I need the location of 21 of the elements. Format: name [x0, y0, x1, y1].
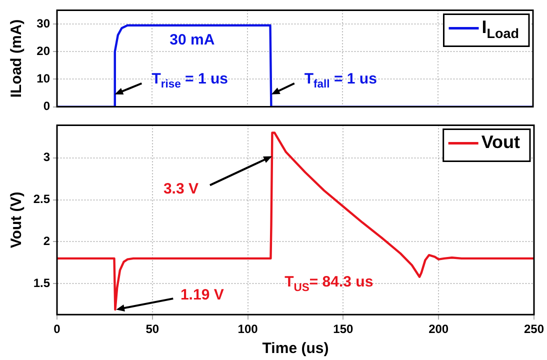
y-tick-label: 2.5 — [33, 192, 50, 206]
y-axis-title: ILoad (mA) — [8, 19, 26, 98]
y-tick-label: 1.5 — [33, 276, 50, 290]
y-tick-label: 20 — [36, 44, 50, 58]
y-tick-label: 10 — [36, 72, 50, 86]
y-tick-label: 2 — [43, 234, 50, 248]
x-tick-label: 200 — [428, 322, 449, 336]
x-axis-title: Time (us) — [262, 340, 329, 358]
annotation: 1.19 V — [180, 286, 224, 304]
legend-label: Vout — [481, 132, 520, 152]
x-tick-label: 250 — [524, 322, 544, 336]
x-tick-label: 100 — [238, 322, 258, 336]
annotation: 3.3 V — [163, 180, 198, 198]
y-axis-title: Vout (V) — [8, 192, 26, 248]
y-tick-label: 3 — [43, 150, 50, 164]
x-tick-label: 0 — [54, 322, 61, 336]
y-tick-label: 30 — [36, 16, 50, 30]
x-tick-label: 150 — [333, 322, 354, 336]
y-tick-label: 0 — [43, 99, 50, 114]
annotation: 30 mA — [170, 32, 215, 49]
x-tick-label: 50 — [146, 322, 160, 336]
